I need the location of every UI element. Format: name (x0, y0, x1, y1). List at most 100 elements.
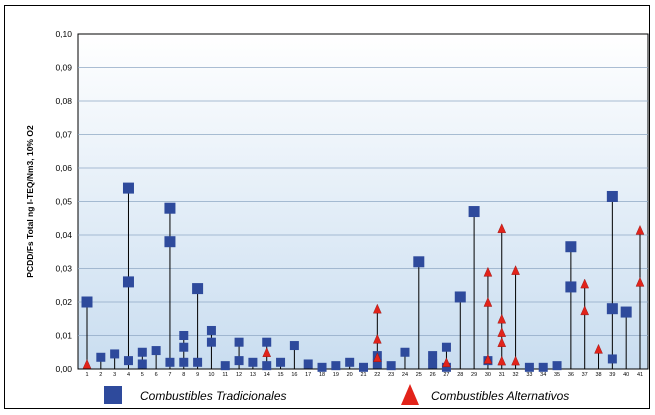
x-tick-label: 9 (196, 372, 199, 378)
point-alternativo (82, 358, 92, 369)
point-alternativo (262, 347, 272, 357)
x-tick-label: 30 (485, 372, 491, 378)
x-tick-label: 29 (471, 372, 477, 378)
x-tick-label: 8 (182, 372, 185, 378)
point-tradicional (400, 347, 410, 357)
x-tick-label: 16 (291, 372, 297, 378)
point-tradicional (137, 347, 147, 357)
point-tradicional (220, 361, 230, 371)
point-alternativo (511, 265, 520, 275)
x-tick-label: 38 (595, 372, 601, 378)
point-tradicional (164, 236, 176, 248)
point-tradicional (428, 351, 438, 361)
x-tick-label: 36 (568, 372, 574, 378)
point-tradicional (372, 359, 382, 369)
x-tick-label: 40 (623, 372, 629, 378)
point-alternativo (580, 278, 590, 289)
point-alternativo (483, 353, 493, 364)
point-tradicional (248, 357, 258, 367)
y-tick-label: 0,04 (55, 230, 72, 240)
point-tradicional (137, 359, 147, 369)
point-tradicional (289, 341, 299, 351)
point-tradicional (122, 276, 134, 288)
x-tick-label: 11 (222, 372, 228, 378)
point-tradicional (468, 206, 480, 218)
point-tradicional (206, 337, 216, 347)
point-tradicional (606, 303, 618, 315)
point-alternativo (497, 223, 507, 234)
x-tick-label: 27 (443, 372, 449, 378)
points (81, 182, 645, 372)
point-tradicional (607, 354, 617, 364)
point-tradicional (110, 349, 120, 359)
point-alternativo (373, 333, 382, 344)
x-tick-label: 34 (540, 372, 546, 378)
point-tradicional (441, 362, 451, 372)
x-tick-label: 24 (402, 372, 408, 378)
y-axis-label: PCDD/Fs Total ng I-TEQ/Nm3, 10% O2 (25, 125, 35, 278)
point-alternativo (497, 337, 507, 347)
point-tradicional (441, 342, 451, 352)
point-tradicional (317, 362, 327, 372)
point-alternativo (635, 224, 645, 235)
point-tradicional (552, 361, 562, 371)
point-tradicional (565, 241, 577, 253)
x-tick-label: 10 (208, 372, 214, 378)
point-alternativo (373, 352, 382, 362)
point-tradicional (606, 190, 618, 202)
point-alternativo (580, 305, 590, 316)
y-tick-label: 0,00 (55, 364, 72, 374)
x-tick-label: 37 (582, 372, 588, 378)
x-tick-label: 20 (347, 372, 353, 378)
point-tradicional (331, 361, 341, 371)
x-tick-label: 2 (99, 372, 102, 378)
point-tradicional (345, 357, 355, 367)
y-tick-label: 0,08 (55, 96, 72, 106)
legend: Combustibles Tradicionales Combustibles … (104, 384, 569, 405)
y-tick-label: 0,07 (55, 130, 72, 140)
x-tick-label: 41 (637, 372, 643, 378)
point-tradicional (413, 256, 425, 268)
point-tradicional (179, 357, 189, 367)
x-tick-label: 33 (526, 372, 532, 378)
x-tick-label: 18 (319, 372, 325, 378)
legend-label-alternativos: Combustibles Alternativos (431, 389, 569, 403)
point-tradicional (164, 202, 176, 214)
point-alternativo (373, 303, 382, 314)
point-alternativo (497, 355, 507, 366)
point-tradicional (96, 352, 106, 362)
x-tick-label: 3 (113, 372, 116, 378)
x-tick-label: 17 (305, 372, 311, 378)
y-tick-label: 0,06 (55, 163, 72, 173)
point-tradicional (192, 283, 204, 295)
point-alternativo (635, 276, 645, 287)
y-tick-label: 0,05 (55, 197, 72, 207)
point-tradicional (538, 362, 548, 372)
point-alternativo (511, 355, 520, 366)
point-tradicional (165, 357, 175, 367)
x-tick-label: 14 (264, 372, 270, 378)
y-tick-label: 0,09 (55, 63, 72, 73)
legend-triangle-marker (401, 384, 419, 405)
grid (78, 67, 648, 336)
point-alternativo (497, 327, 507, 337)
y-tick-label: 0,02 (55, 297, 72, 307)
legend-label-tradicionales: Combustibles Tradicionales (140, 389, 287, 403)
x-tick-label: 35 (554, 372, 560, 378)
point-alternativo (483, 266, 493, 277)
x-ticks: 1 2 3 4 5 6 7 8 9 10 11 12 13 14 15 16 17 18 19 20 21 22 23 24 2… (85, 372, 643, 378)
x-tick-label: 23 (388, 372, 394, 378)
x-tick-label: 21 (360, 372, 366, 378)
point-tradicional (524, 362, 534, 372)
point-tradicional (454, 291, 466, 303)
point-tradicional (122, 182, 134, 194)
point-tradicional (262, 337, 272, 347)
point-tradicional (179, 331, 189, 340)
point-alternativo (442, 357, 451, 367)
x-tick-label: 6 (155, 372, 158, 378)
x-tick-label: 7 (168, 372, 171, 378)
x-tick-label: 39 (609, 372, 615, 378)
point-tradicional (262, 361, 272, 371)
